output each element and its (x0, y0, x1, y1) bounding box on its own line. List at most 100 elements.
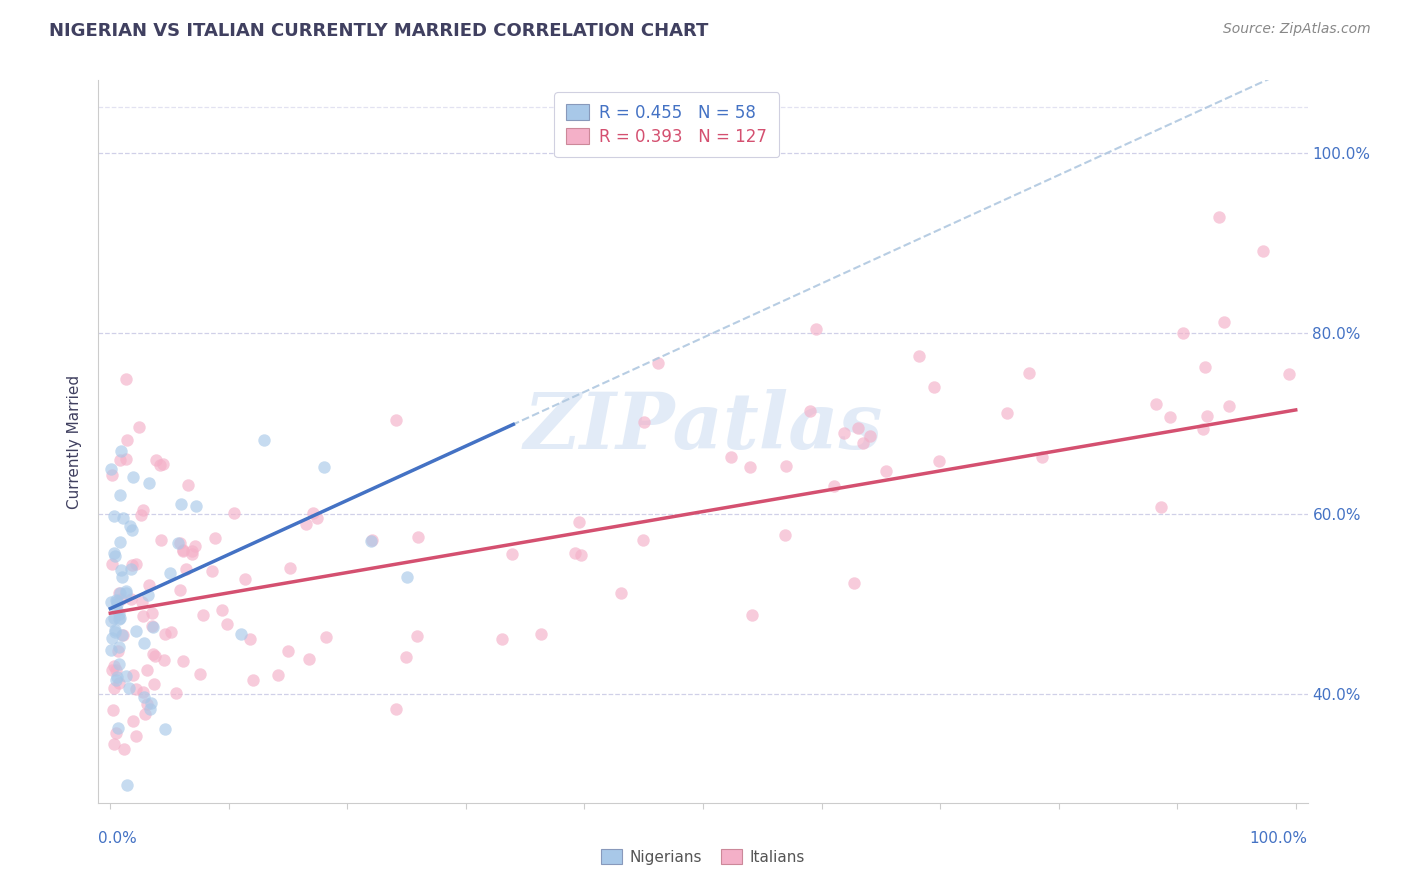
Nigerians (186, 499, 208, 513)
Nigerians (134, 636, 156, 650)
Italians (172, 543, 194, 558)
Italians (191, 608, 214, 623)
Italians (145, 452, 167, 467)
Italians (568, 515, 591, 529)
Text: Source: ZipAtlas.com: Source: ZipAtlas.com (1223, 22, 1371, 37)
Italians (239, 632, 262, 646)
Text: NIGERIAN VS ITALIAN CURRENTLY MARRIED CORRELATION CHART: NIGERIAN VS ITALIAN CURRENTLY MARRIED CO… (49, 22, 709, 40)
Nigerians (108, 586, 131, 600)
Italians (842, 575, 865, 590)
Italians (384, 413, 406, 427)
Italians (101, 703, 124, 717)
Nigerians (101, 632, 124, 646)
Italians (491, 632, 513, 647)
Italians (107, 585, 129, 599)
Italians (647, 357, 669, 371)
Italians (385, 702, 408, 716)
Nigerians (114, 585, 136, 599)
Italians (233, 572, 256, 586)
Italians (101, 664, 124, 678)
Italians (105, 726, 128, 740)
Italians (101, 558, 124, 572)
Nigerians (105, 669, 128, 683)
Nigerians (104, 673, 127, 687)
Nigerians (105, 594, 128, 608)
Nigerians (312, 460, 335, 475)
Italians (122, 714, 145, 728)
Italians (852, 435, 875, 450)
Italians (103, 659, 125, 673)
Nigerians (110, 563, 132, 577)
Nigerians (153, 722, 176, 736)
Nigerians (108, 611, 131, 625)
Italians (242, 673, 264, 688)
Italians (112, 741, 135, 756)
Italians (217, 617, 239, 632)
Y-axis label: Currently Married: Currently Married (67, 375, 83, 508)
Italians (121, 668, 143, 682)
Nigerians (134, 690, 156, 704)
Italians (1018, 367, 1040, 381)
Italians (103, 681, 125, 696)
Nigerians (108, 657, 131, 671)
Italians (138, 578, 160, 592)
Italians (153, 653, 176, 667)
Italians (103, 737, 125, 751)
Italians (141, 607, 163, 621)
Italians (1218, 399, 1240, 413)
Italians (773, 528, 796, 542)
Nigerians (115, 669, 138, 683)
Nigerians (125, 624, 148, 638)
Nigerians (121, 523, 143, 537)
Nigerians (112, 510, 135, 524)
Italians (165, 686, 187, 700)
Italians (1195, 409, 1218, 423)
Italians (131, 503, 153, 517)
Italians (858, 429, 880, 443)
Italians (995, 407, 1018, 421)
Nigerians (110, 444, 132, 458)
Nigerians (100, 461, 122, 475)
Nigerians (118, 519, 141, 533)
Text: 0.0%: 0.0% (98, 830, 138, 846)
Nigerians (108, 535, 131, 549)
Nigerians (100, 595, 122, 609)
Italians (1150, 500, 1173, 515)
Italians (143, 649, 166, 664)
Italians (136, 663, 159, 677)
Italians (804, 322, 827, 336)
Italians (360, 533, 382, 548)
Nigerians (253, 433, 276, 447)
Italians (740, 460, 762, 475)
Italians (110, 591, 132, 606)
Italians (1213, 315, 1236, 329)
Nigerians (103, 546, 125, 560)
Italians (741, 608, 763, 623)
Italians (928, 454, 950, 468)
Italians (201, 564, 224, 578)
Italians (125, 557, 148, 571)
Nigerians (167, 535, 190, 549)
Italians (799, 403, 821, 417)
Nigerians (100, 614, 122, 628)
Italians (155, 627, 177, 641)
Italians (1031, 450, 1053, 465)
Italians (569, 548, 592, 562)
Text: 100.0%: 100.0% (1250, 830, 1308, 846)
Italians (267, 668, 290, 682)
Italians (177, 477, 200, 491)
Italians (1192, 421, 1215, 435)
Nigerians (111, 628, 134, 642)
Nigerians (138, 588, 160, 602)
Italians (112, 628, 135, 642)
Nigerians (169, 498, 191, 512)
Italians (172, 654, 194, 668)
Italians (148, 458, 170, 473)
Italians (184, 539, 207, 553)
Italians (131, 595, 153, 609)
Nigerians (107, 721, 129, 735)
Italians (172, 544, 194, 558)
Nigerians (104, 625, 127, 640)
Nigerians (108, 612, 131, 626)
Italians (101, 468, 124, 483)
